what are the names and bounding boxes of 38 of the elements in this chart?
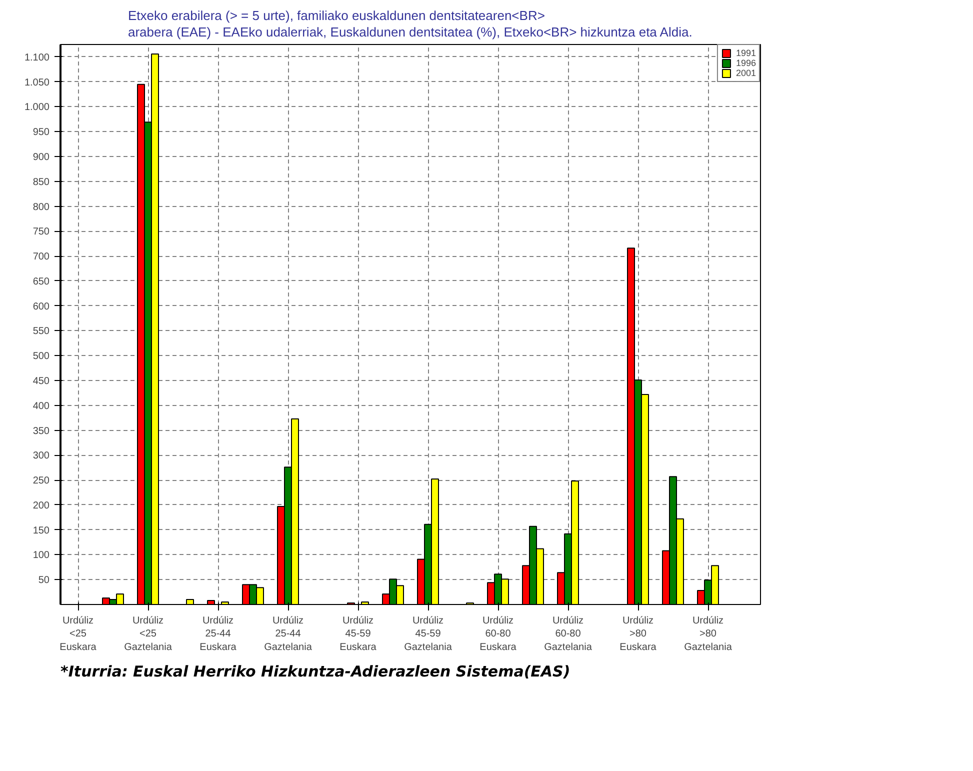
y-tick-label: 850 — [32, 176, 50, 188]
y-tick-label: 100 — [32, 550, 50, 562]
y-tick-label: 650 — [32, 276, 50, 288]
y-tick-label: 1.050 — [24, 77, 50, 88]
chart-title: Etxeko erabilera (> = 5 urte), familiako euskaldunen dentsitatearen<BR> arabera (EAE) - EAEko udalerriak, Euskaldunen dentsitatea (%), Etxeko<BR> hizkuntza eta Aldia. — [128, 8, 692, 40]
x-tick-label: Urdúliz 60-80 Euskara — [480, 616, 517, 653]
y-tick-label: 600 — [32, 301, 50, 312]
y-tick-label: 200 — [32, 500, 50, 512]
legend-label: 2001 — [736, 68, 756, 78]
x-tick-label: Urdúliz 45-59 Gaztelania — [404, 616, 452, 653]
x-tick-label: Urdúliz 25-44 Euskara — [200, 616, 237, 653]
x-tick-label: Urdúliz 25-44 Gaztelania — [264, 616, 312, 653]
y-tick-label: 900 — [32, 152, 50, 163]
y-tick-label: 450 — [32, 376, 50, 387]
y-tick-label: 50 — [38, 575, 50, 586]
y-tick-label: 1.100 — [24, 52, 50, 64]
y-tick-label: 700 — [32, 252, 50, 263]
x-tick-label: Urdúliz >80 Euskara — [620, 616, 657, 653]
y-tick-label: 550 — [32, 326, 50, 338]
bar — [186, 599, 194, 604]
y-tick-label: 150 — [32, 525, 50, 536]
y-tick-label: 350 — [32, 426, 50, 437]
y-tick-label: 500 — [32, 351, 50, 362]
x-tick-label: Urdúliz 60-80 Gaztelania — [544, 616, 592, 653]
x-tick-label: Urdúliz <25 Euskara — [60, 616, 97, 653]
x-tick-label: Urdúliz <25 Gaztelania — [124, 616, 172, 653]
x-tick-label: Urdúliz >80 Gaztelania — [684, 616, 732, 653]
y-tick-label: 250 — [32, 476, 50, 487]
legend-label: 1991 — [736, 48, 756, 58]
text: *Iturria: Euskal Herriko Hizkuntza-Adierazleen Sistema(EAS) — [60, 662, 570, 680]
y-tick-label: 1.000 — [24, 102, 50, 114]
y-tick-label: 950 — [32, 127, 50, 138]
legend-label: 1996 — [736, 58, 756, 68]
y-tick-label: 400 — [32, 400, 50, 412]
y-tick-label: 800 — [32, 202, 50, 213]
x-tick-label: Urdúliz 45-59 Euskara — [340, 616, 377, 653]
y-tick-label: 750 — [32, 226, 50, 238]
y-tick-label: 300 — [32, 450, 50, 462]
